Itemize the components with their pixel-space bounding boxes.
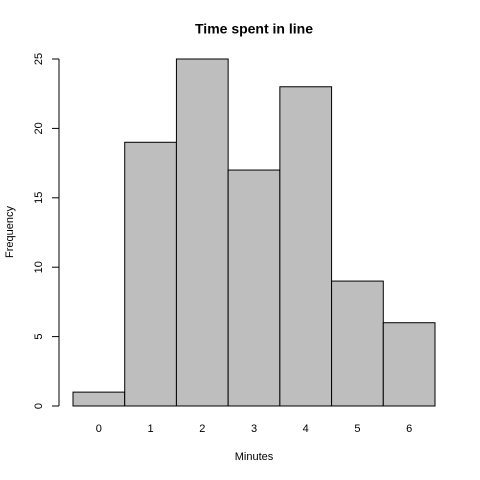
y-tick-label: 10	[33, 261, 45, 273]
bar	[72, 391, 126, 407]
bar	[331, 280, 384, 407]
y-axis-label: Frequency	[4, 206, 16, 258]
bar	[227, 169, 281, 407]
x-tick-label: 3	[251, 423, 257, 435]
bar	[382, 322, 436, 407]
x-tick-label: 5	[354, 423, 360, 435]
chart-title: Time spent in line	[195, 21, 313, 37]
x-tick-label: 0	[96, 423, 102, 435]
x-tick-label: 1	[148, 423, 154, 435]
bar	[279, 86, 333, 407]
x-tick-label: 6	[406, 423, 412, 435]
bar	[175, 58, 229, 407]
bar	[124, 141, 177, 407]
x-axis-label: Minutes	[235, 451, 274, 463]
y-tick-label: 20	[33, 122, 45, 134]
x-tick-label: 4	[303, 423, 309, 435]
y-tick-label: 25	[33, 53, 45, 65]
y-tick-label: 0	[33, 403, 45, 409]
y-tick-label: 15	[33, 192, 45, 204]
y-tick-label: 5	[33, 334, 45, 340]
x-tick-label: 2	[199, 423, 205, 435]
